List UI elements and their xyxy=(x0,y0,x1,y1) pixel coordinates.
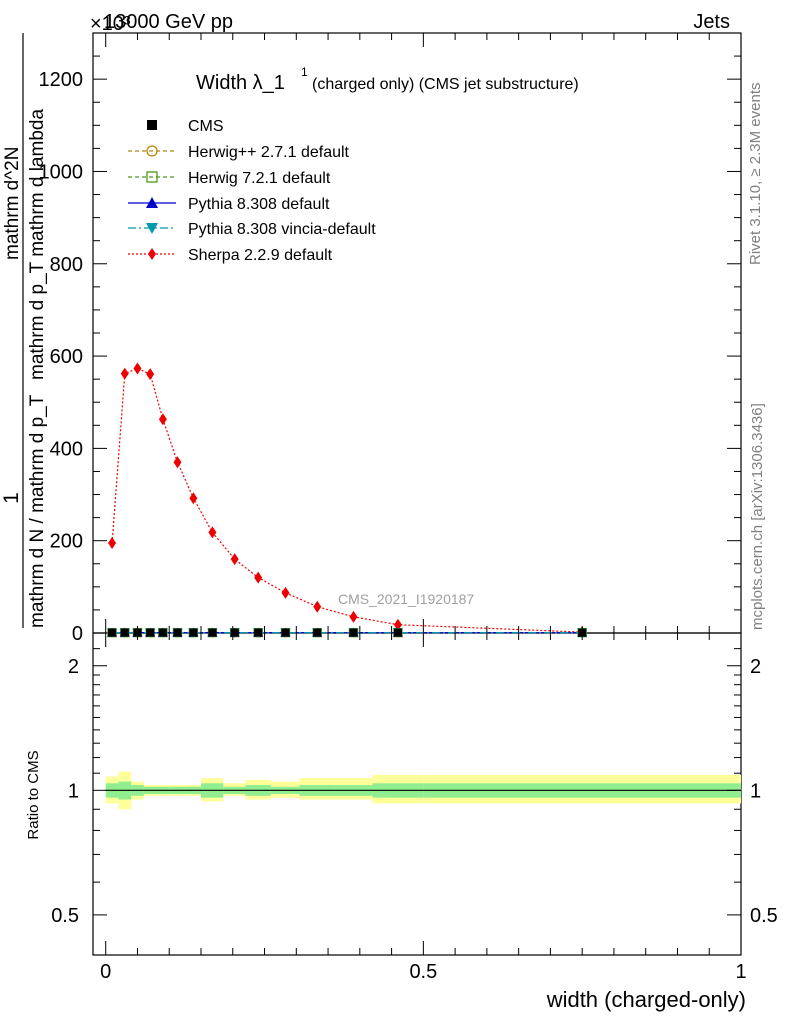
data-point xyxy=(158,413,167,426)
data-point xyxy=(189,628,198,637)
data-point xyxy=(208,526,217,539)
data-point xyxy=(254,571,263,584)
data-point xyxy=(349,610,358,623)
data-point xyxy=(133,362,142,375)
y-tick-label: 200 xyxy=(50,531,83,553)
data-point xyxy=(120,628,129,637)
legend-marker xyxy=(147,120,157,130)
legend-marker xyxy=(146,197,158,208)
energy-label: 13000 GeV pp xyxy=(104,11,233,33)
legend-label-vincia: Pythia 8.308 vincia-default xyxy=(188,221,376,238)
data-point xyxy=(146,628,155,637)
legend-marker xyxy=(146,171,158,183)
data-point xyxy=(349,628,358,637)
y-label-numerator: 1 xyxy=(0,492,23,504)
title-superscript: 1 xyxy=(301,65,308,79)
x-tick-label: 0 xyxy=(100,961,111,983)
process-label: Jets xyxy=(693,11,730,33)
legend-marker xyxy=(146,223,158,234)
data-point xyxy=(393,628,402,637)
data-point xyxy=(158,628,167,637)
x-tick-label: 0.5 xyxy=(409,961,437,983)
y-axis-label: 1 mathrm d N / mathrm d p_T mathrm d^2N … xyxy=(0,33,48,628)
data-point xyxy=(108,628,117,637)
data-point xyxy=(281,628,290,637)
x-tick-label: 1 xyxy=(735,961,746,983)
y-tick-label: 800 xyxy=(50,254,83,276)
title-rest: (charged only) (CMS jet substructure) xyxy=(312,76,579,93)
data-point xyxy=(173,456,182,469)
y-scale-multiplier: ×10³ xyxy=(90,13,131,35)
y-tick-label: 400 xyxy=(50,438,83,460)
ratio-band-layer xyxy=(105,771,741,810)
y-label-right-top: mathrm d^2N xyxy=(2,147,23,260)
plot-title: Width λ_1 1 (charged only) (CMS jet subs… xyxy=(196,65,579,94)
y-tick-label: 600 xyxy=(50,346,83,368)
legend-marker xyxy=(148,248,156,260)
x-axis-label: width (charged-only) xyxy=(546,987,746,1012)
mcplots-label: mcplots.cern.ch [arXiv:1306.3436] xyxy=(749,403,766,630)
legend-label-cms: CMS xyxy=(188,118,224,135)
data-point xyxy=(313,628,322,637)
legend: CMS Herwig++ 2.7.1 default Herwig 7.2.1 … xyxy=(128,118,376,264)
rivet-label: Rivet 3.1.10, ≥ 2.3M events xyxy=(747,83,764,266)
y-tick-label: 0 xyxy=(72,623,83,645)
legend-label-herwig7: Herwig 7.2.1 default xyxy=(188,170,331,187)
data-point xyxy=(108,537,117,549)
ratio-tick-label: 2 xyxy=(68,656,79,678)
data-point xyxy=(230,553,239,566)
data-point xyxy=(189,492,198,505)
analysis-watermark: CMS_2021_I1920187 xyxy=(338,591,474,607)
title-main: Width λ_1 xyxy=(196,72,285,94)
axis-layer: 0 200 400 600 800 1000 1200 0 0.5 1 0.5 0.5 1 1 2 2 xyxy=(39,32,778,983)
ratio-axis-label: Ratio to CMS xyxy=(25,750,42,839)
data-point xyxy=(230,628,239,637)
ratio-tick-label-right: 2 xyxy=(750,656,761,678)
data-point xyxy=(146,368,155,381)
legend-label-herwigpp: Herwig++ 2.7.1 default xyxy=(188,144,350,161)
ratio-tick-label-right: 0.5 xyxy=(750,905,778,927)
data-point xyxy=(281,586,290,599)
ratio-tick-label-right: 1 xyxy=(750,780,761,802)
legend-label-pythia: Pythia 8.308 default xyxy=(188,196,330,213)
y-label-right-bottom: mathrm d p_T mathrm d lambda xyxy=(27,109,48,380)
legend-marker xyxy=(146,145,158,157)
legend-label-sherpa: Sherpa 2.2.9 default xyxy=(188,247,333,264)
data-point xyxy=(313,600,322,613)
data-point xyxy=(393,618,402,631)
data-point xyxy=(173,628,182,637)
data-point xyxy=(254,628,263,637)
data-point xyxy=(208,628,217,637)
y-label-denominator: mathrm d N / mathrm d p_T xyxy=(27,394,48,628)
data-point xyxy=(120,367,129,380)
y-tick-label: 1200 xyxy=(39,69,84,91)
ratio-tick-label: 0.5 xyxy=(51,905,79,927)
y-tick-label: 1000 xyxy=(39,161,84,183)
ratio-tick-label: 1 xyxy=(68,780,79,802)
